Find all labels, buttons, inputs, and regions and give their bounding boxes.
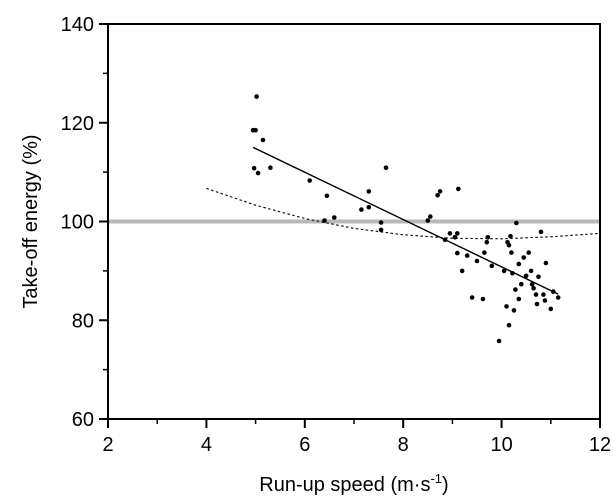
y-axis-title: Take-off energy (%) [20,134,42,308]
data-point [437,189,443,194]
data-point [542,298,548,303]
data-point [425,218,431,223]
data-point [506,322,512,328]
data-point [322,218,327,223]
data-point [485,235,491,240]
data-point [482,250,487,255]
data-point [452,235,458,240]
data-point [359,207,364,212]
data-point [456,186,461,192]
ticks-layer [99,23,601,428]
data-point [378,227,384,233]
data-point [455,250,460,256]
data-point [526,250,531,255]
y-tick-label: 100 [61,212,94,234]
data-point [534,301,540,307]
y-tick-label: 140 [61,14,94,36]
data-point [484,239,490,245]
data-point [510,271,515,276]
trend-line [252,146,559,295]
data-point [489,263,495,269]
x-tick-label: 4 [201,434,212,456]
data-point [254,94,259,99]
data-point [442,237,448,243]
data-point [528,268,534,274]
data-point [511,308,517,313]
data-point [533,292,539,297]
tick-labels-layer: 2 4 6 8 10 12 60 80 100 120 140 [61,14,612,456]
x-tick-label: 10 [490,434,512,456]
data-point [516,261,522,267]
data-point [555,295,561,300]
x-tick-label: 2 [102,434,113,456]
x-tick-label: 12 [589,434,611,456]
data-point [551,289,556,294]
data-point [480,296,486,302]
points-layer [250,94,561,344]
data-point [474,258,480,264]
data-point [428,214,433,219]
data-point [504,304,509,309]
data-point [538,229,544,235]
data-point [324,193,330,199]
data-point [501,268,507,274]
data-point [516,296,522,302]
data-point [536,274,541,280]
plot-area: 2 4 6 8 10 12 60 80 100 120 140 [61,14,612,456]
data-point [255,170,261,176]
data-point [260,137,266,143]
x-tick-label: 8 [398,434,409,456]
data-point [332,215,337,220]
data-point [521,255,526,260]
x-axis-title: Run-up speed (m·s-1) [259,471,448,496]
data-point [496,338,502,344]
data-point [529,281,535,287]
series-layer [206,146,601,295]
data-point [506,242,512,248]
data-point [307,178,313,183]
data-point [253,127,258,133]
y-tick-label: 120 [61,113,94,135]
data-point [378,220,384,225]
x-axis-title-superscript: -1 [430,471,442,486]
data-point [366,204,372,210]
data-point [459,268,465,274]
data-point [543,260,549,266]
y-tick-label: 80 [72,310,94,332]
data-point [531,285,536,291]
data-point [513,287,518,292]
data-point [519,281,524,287]
data-point [268,165,273,170]
x-axis-title-main: Run-up speed (m·s [259,474,430,496]
data-point [541,292,546,297]
data-point [455,231,460,236]
data-point [509,250,514,255]
data-point [435,193,440,198]
data-point [383,165,389,170]
data-point [548,306,554,312]
data-point [514,220,519,226]
x-tick-label: 6 [299,434,310,456]
x-axis-title-close: ) [442,474,449,496]
data-point [447,231,453,236]
data-point [366,189,372,194]
y-tick-label: 60 [72,409,94,431]
data-point [523,273,529,279]
data-point [508,234,513,239]
data-point [251,165,257,171]
data-point [469,295,475,300]
data-point [464,253,470,258]
